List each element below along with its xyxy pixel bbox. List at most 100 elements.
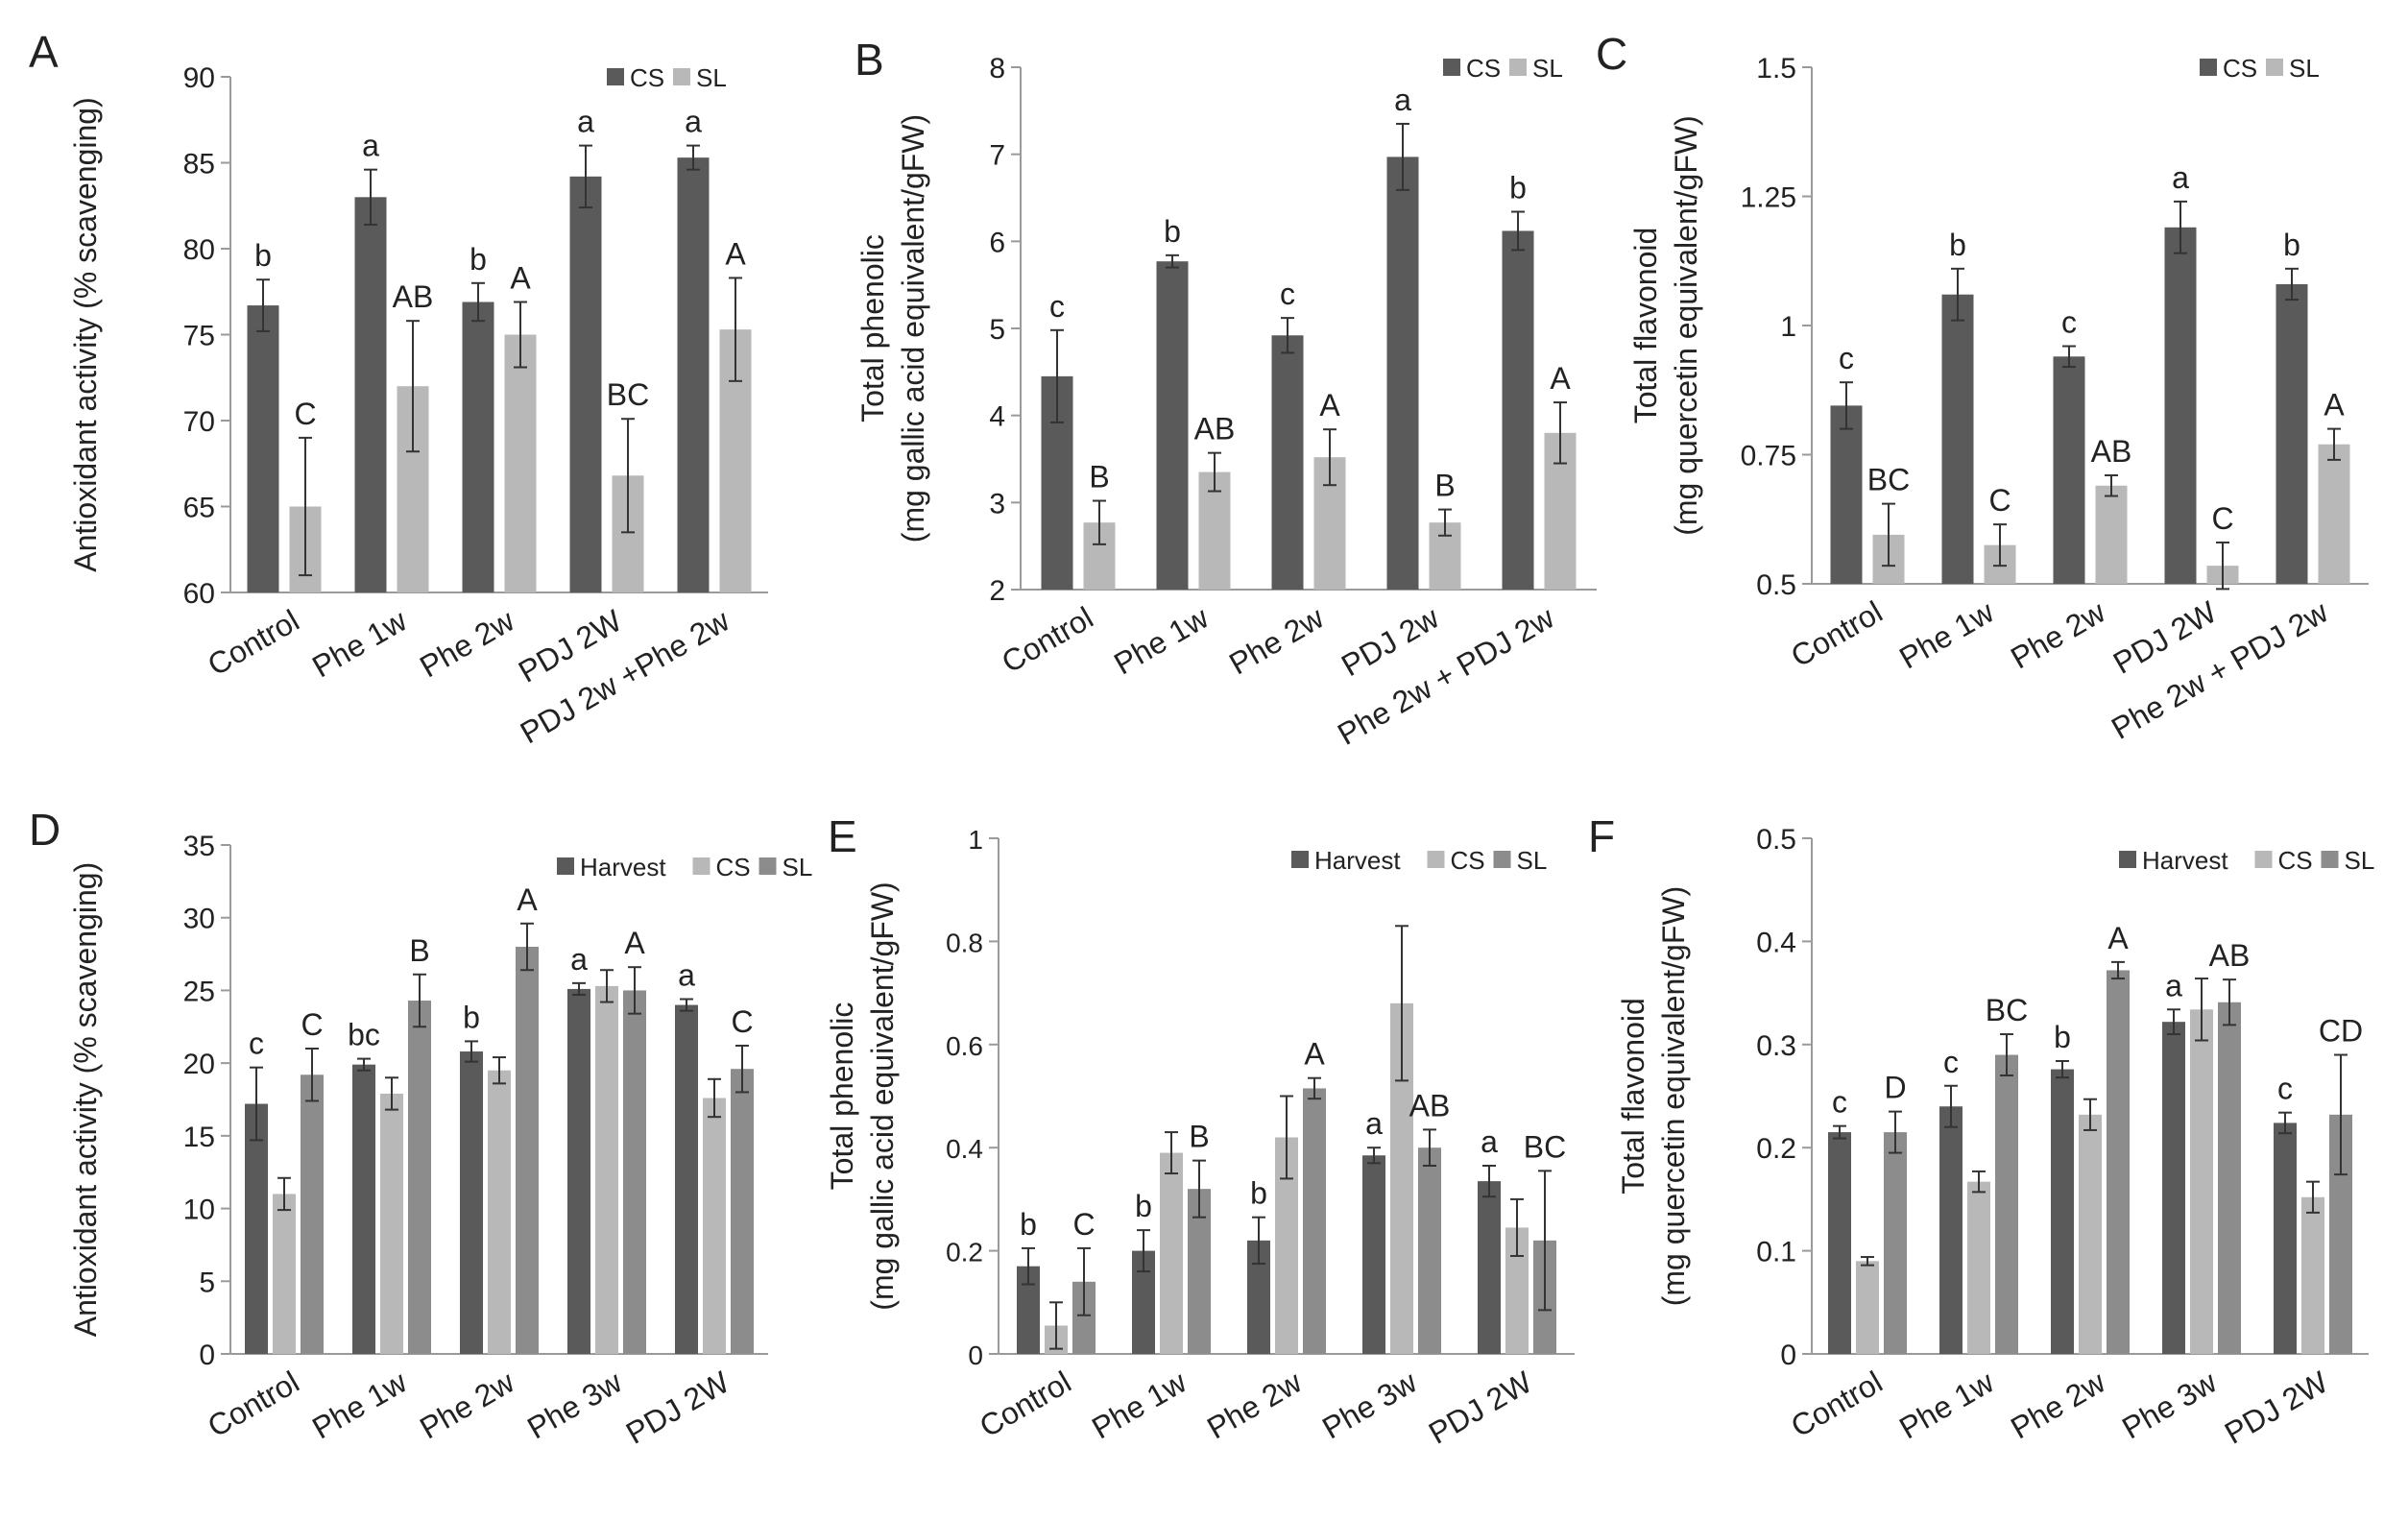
panel-c-bar-cs <box>2053 356 2085 584</box>
panel-f-y-tick-label: 0.3 <box>1756 1030 1796 1062</box>
panel-a-y-tick-label: 80 <box>183 234 215 266</box>
panel-f-sig-letter: b <box>2054 1020 2071 1054</box>
panel-f-y-tick-label: 0.2 <box>1756 1133 1796 1165</box>
panel-e-y-tick-label: 1 <box>968 825 983 855</box>
panel-f-bar-harvest <box>2162 1022 2185 1354</box>
panel-a-sig-letter: a <box>362 129 379 163</box>
panel-b-sig-letter: B <box>1434 469 1455 503</box>
panel-d-legend-label: SL <box>783 853 813 881</box>
panel-c: C 0.5 0.75 1 1.25 1.5 Total flavonoid (mg querc… <box>1596 29 2369 746</box>
panel-e-y-tick-label: 0 <box>968 1340 983 1370</box>
panel-d: D 0 5 10 15 20 25 30 35 Antioxidant activity (% s… <box>29 805 812 1451</box>
panel-c-category-label: Phe 2w <box>2005 593 2111 675</box>
panel-f-bar-cs <box>2190 1009 2213 1354</box>
panel-c-sig-letter: C <box>2211 501 2233 536</box>
panel-e-y-tick-label: 0.4 <box>946 1134 983 1164</box>
panel-f-legend-swatch <box>2321 851 2339 868</box>
panel-f-y-axis-title: Total flavonoid <box>1616 998 1650 1195</box>
panel-e-label: E <box>828 811 857 861</box>
panel-e-sig-letter: C <box>1072 1207 1095 1242</box>
panel-d-bar-cs <box>488 1070 511 1354</box>
panel-f-y-tick-label: 0.5 <box>1756 824 1796 856</box>
panel-a-y-tick-label: 65 <box>183 493 215 524</box>
panel-d-bar-cs <box>273 1194 296 1354</box>
panel-a-y-tick-label: 85 <box>183 149 215 181</box>
panel-d-y-axis-title: Antioxidant activity (% scavenging) <box>68 862 103 1337</box>
panel-f-category-label: Phe 3w <box>2116 1364 2223 1445</box>
panel-e-bar-harvest <box>1478 1181 1501 1354</box>
panel-a-legend-label: CS <box>630 63 664 92</box>
panel-e-legend-swatch <box>1427 851 1445 868</box>
panel-f-legend-label: SL <box>2345 846 2375 875</box>
panel-b-y-tick-label: 8 <box>989 53 1005 84</box>
panel-e-bar-sl <box>1418 1147 1441 1354</box>
panel-c-sig-letter: a <box>2172 160 2189 195</box>
panel-b-sig-letter: b <box>1164 214 1181 249</box>
panel-b-sig-letter: c <box>1049 289 1065 324</box>
panel-d-category-label: Phe 1w <box>306 1364 413 1445</box>
panel-d-label: D <box>29 805 60 855</box>
panel-d-y-tick-label: 35 <box>183 831 215 862</box>
panel-e-sig-letter: B <box>1189 1120 1209 1154</box>
panel-d-bar-sl <box>516 947 539 1354</box>
panel-c-bar-sl <box>2095 485 2128 584</box>
panel-d-y-tick-label: 25 <box>183 976 215 1007</box>
panel-d-category-label: Control <box>202 1364 304 1444</box>
panel-b-sig-letter: a <box>1394 83 1411 117</box>
panel-a-sig-letter: AB <box>393 279 434 314</box>
panel-d-legend-swatch <box>557 857 574 875</box>
panel-c-category-label: Phe 1w <box>1893 593 2000 675</box>
panel-c-category-label: Control <box>1785 594 1888 674</box>
panel-b-sig-letter: b <box>1509 171 1527 205</box>
panel-b-y-tick-label: 5 <box>989 314 1005 346</box>
panel-d-category-label: Phe 2w <box>414 1364 520 1445</box>
panel-f-legend-label: Harvest <box>2142 846 2228 875</box>
panel-a-legend-swatch <box>607 68 624 85</box>
panel-f-category-label: Phe 1w <box>1893 1364 2000 1445</box>
panel-d-legend-swatch <box>759 857 777 875</box>
panel-f-legend-swatch <box>2254 851 2273 868</box>
panel-e-y-axis-title: Total phenolic <box>825 1002 859 1191</box>
panel-c-legend-swatch <box>2200 59 2217 76</box>
panel-a-sig-letter: A <box>725 236 746 271</box>
panel-a-sig-letter: a <box>577 105 594 139</box>
panel-d-bar-cs <box>380 1093 403 1354</box>
panel-f-legend-swatch <box>2119 851 2136 868</box>
panel-b-y-tick-label: 6 <box>989 227 1005 258</box>
panel-e-sig-letter: BC <box>1524 1129 1566 1164</box>
panel-d-bar-harvest <box>567 988 590 1354</box>
panel-d-sig-letter: a <box>570 942 588 977</box>
panel-a-sig-letter: b <box>470 242 487 277</box>
panel-b-sig-letter: AB <box>1194 412 1236 447</box>
panel-a-bar-cs <box>462 302 494 592</box>
panel-b-label: B <box>855 35 884 84</box>
panel-a: A 60 65 70 75 80 85 90 Antioxidant activity (% s… <box>29 27 768 750</box>
panel-f-bar-sl <box>2218 1002 2241 1354</box>
panel-a-sig-letter: C <box>294 397 316 431</box>
panel-b-bar-cs <box>1271 335 1304 590</box>
panel-c-bar-cs <box>2164 227 2197 584</box>
panel-e-y-axis-title: (mg gallic acid equivalent/gFW) <box>865 881 900 1310</box>
panel-e-legend-label: CS <box>1451 846 1485 875</box>
panel-b-y-tick-label: 3 <box>989 488 1005 519</box>
panel-a-y-tick-label: 60 <box>183 578 215 610</box>
panel-a-sig-letter: A <box>510 260 531 295</box>
panel-f-y-tick-label: 0.1 <box>1756 1237 1796 1268</box>
panel-c-y-tick-label: 1 <box>1780 311 1796 343</box>
panel-f-bar-harvest <box>2274 1123 2297 1354</box>
panel-f-bar-harvest <box>2051 1069 2074 1354</box>
panel-c-y-axis-title: Total flavonoid <box>1628 228 1663 424</box>
panel-c-sig-letter: C <box>1988 483 2011 518</box>
panel-d-bar-harvest <box>352 1064 375 1354</box>
panel-e-y-tick-label: 0.8 <box>946 928 983 957</box>
panel-e-legend-label: SL <box>1517 846 1548 875</box>
panel-b-legend-label: SL <box>1532 54 1563 83</box>
panel-a-sig-letter: a <box>685 105 702 139</box>
panel-c-y-tick-label: 0.75 <box>1741 441 1796 472</box>
panel-f-bar-sl <box>1884 1132 1907 1354</box>
panel-e-legend-swatch <box>1493 851 1511 868</box>
panel-d-sig-letter: C <box>731 1004 753 1039</box>
panel-e-sig-letter: A <box>1304 1037 1325 1072</box>
panel-c-y-tick-label: 0.5 <box>1756 569 1796 601</box>
panel-f-bar-harvest <box>1828 1132 1851 1354</box>
